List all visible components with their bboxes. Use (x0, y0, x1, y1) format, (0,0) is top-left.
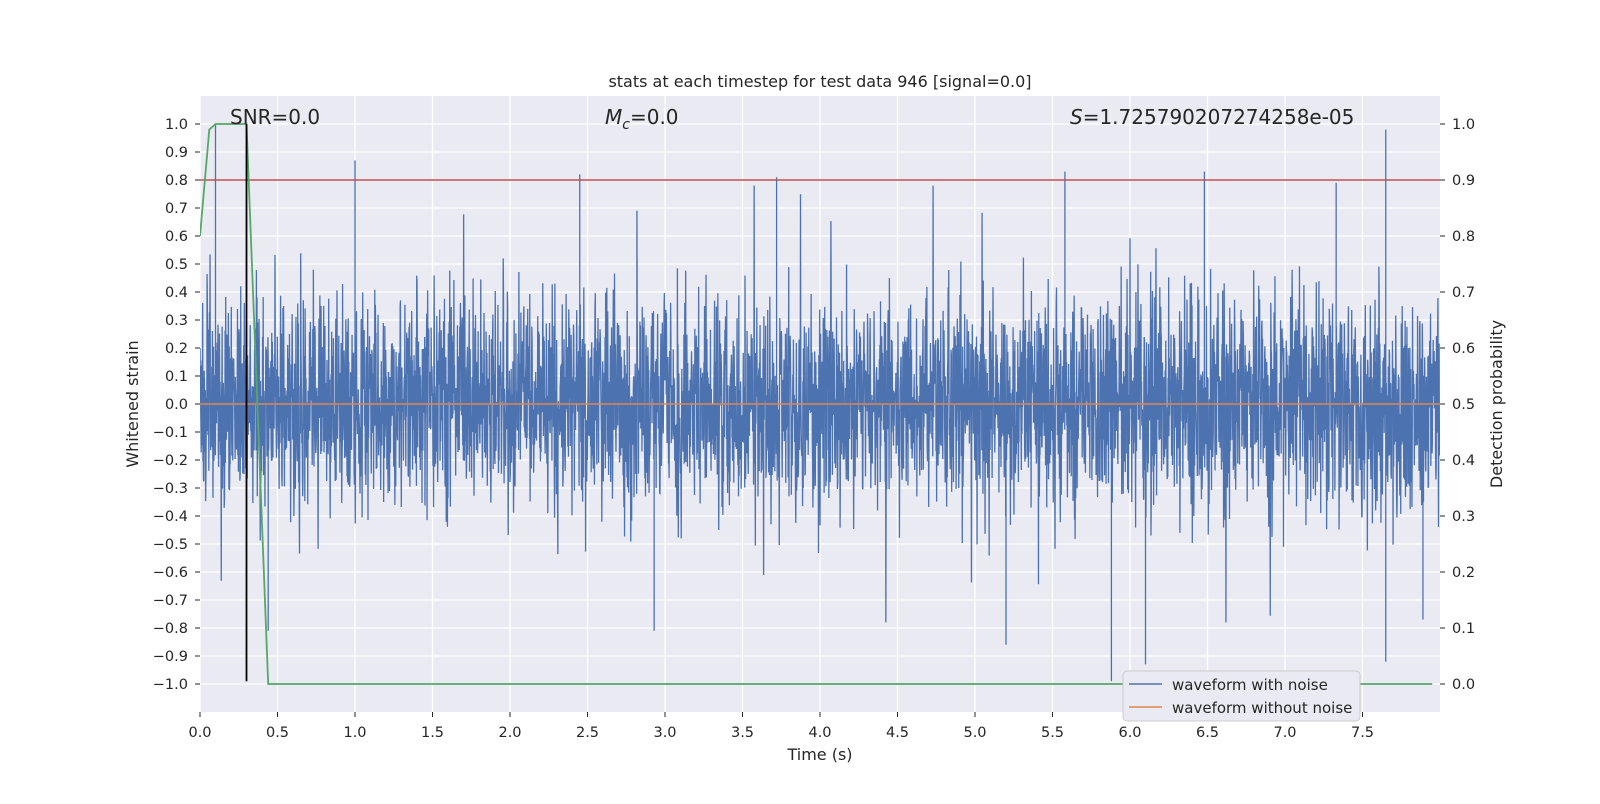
left-y-tick-label: 0.1 (165, 369, 188, 385)
waveform-with-noise-line (200, 124, 1440, 682)
left-y-tick-label: −0.8 (153, 621, 188, 637)
left-y-tick-label: −0.5 (153, 537, 188, 553)
chart-title: stats at each timestep for test data 946… (608, 72, 1031, 91)
legend-box (1122, 670, 1361, 722)
x-tick-label: 6.0 (1118, 725, 1141, 741)
right-y-axis-ticks: 1.0 0.9 0.8 0.7 0.6 0.5 0.4 0.3 0.2 0.1 0.0 (1440, 117, 1475, 693)
detection-probability-line (200, 123, 1433, 685)
left-y-tick-label: −0.6 (153, 565, 188, 581)
chirp-mass-annotation: Mc=0.0 (605, 105, 679, 133)
right-y-tick-label: 1.0 (1452, 117, 1475, 133)
x-tick-label: 0.0 (188, 725, 211, 741)
right-y-tick-label: 0.5 (1452, 397, 1475, 413)
left-y-axis-ticks: 1.0 0.9 0.8 0.7 0.6 0.5 0.4 0.3 0.2 0.1 0.0 −0.1 −0.… (153, 117, 200, 693)
chirp-mass-symbol: M (605, 105, 622, 129)
right-y-tick-label: 0.2 (1452, 565, 1475, 581)
x-tick-label: 4.0 (808, 725, 831, 741)
right-y-tick-label: 0.7 (1452, 285, 1475, 301)
right-y-tick-label: 0.0 (1452, 677, 1475, 693)
x-tick-label: 5.0 (963, 725, 986, 741)
x-tick-label: 3.5 (731, 725, 754, 741)
x-axis-label: Time (s) (786, 745, 852, 764)
right-y-tick-label: 0.4 (1452, 453, 1475, 469)
snr-annotation: SNR=0.0 (230, 105, 320, 129)
s-value: =1.725790207274258e-05 (1083, 105, 1355, 129)
x-tick-label: 7.0 (1273, 725, 1296, 741)
x-tick-label: 4.5 (886, 725, 909, 741)
right-y-axis-label: Detection probability (1487, 320, 1506, 488)
left-y-tick-label: −0.1 (153, 425, 188, 441)
x-tick-label: 3.0 (653, 725, 676, 741)
right-y-tick-label: 0.9 (1452, 173, 1475, 189)
left-y-tick-label: −0.9 (153, 649, 188, 665)
left-y-tick-label: 0.9 (165, 145, 188, 161)
left-y-tick-label: 0.7 (165, 201, 188, 217)
left-y-tick-label: 0.5 (165, 257, 188, 273)
left-y-axis-label: Whitened strain (123, 340, 142, 467)
x-tick-label: 1.5 (421, 725, 444, 741)
x-tick-label: 7.5 (1351, 725, 1374, 741)
left-y-tick-label: 0.4 (165, 285, 188, 301)
left-y-tick-label: 0.3 (165, 313, 188, 329)
x-tick-label: 2.0 (498, 725, 521, 741)
x-tick-label: 0.5 (266, 725, 289, 741)
x-tick-label: 6.5 (1196, 725, 1219, 741)
x-axis-ticks: 0.0 0.5 1.0 1.5 2.0 2.5 3.0 3.5 4.0 4.5 5.0 5.5 6.0 6… (188, 712, 1374, 741)
left-y-tick-label: −0.7 (153, 593, 188, 609)
left-y-tick-label: −0.2 (153, 453, 188, 469)
x-tick-label: 1.0 (343, 725, 366, 741)
left-y-tick-label: 1.0 (165, 117, 188, 133)
left-y-tick-label: 0.0 (165, 397, 188, 413)
legend-label-noise: waveform with noise (1172, 676, 1328, 694)
left-y-tick-label: −0.4 (153, 509, 188, 525)
s-annotation: S=1.725790207274258e-05 (1070, 105, 1354, 129)
left-y-tick-label: 0.6 (165, 229, 188, 245)
left-y-tick-label: 0.2 (165, 341, 188, 357)
right-y-tick-label: 0.8 (1452, 229, 1475, 245)
right-y-tick-label: 0.1 (1452, 621, 1475, 637)
left-y-tick-label: −0.3 (153, 481, 188, 497)
left-y-tick-label: 0.8 (165, 173, 188, 189)
right-y-tick-label: 0.3 (1452, 509, 1475, 525)
x-tick-label: 5.5 (1041, 725, 1064, 741)
legend-label-clean: waveform without noise (1172, 699, 1352, 717)
legend: waveform with noise waveform without noi… (1122, 670, 1361, 722)
chirp-mass-value: =0.0 (630, 105, 679, 129)
chirp-mass-subscript: c (622, 117, 630, 133)
x-tick-label: 2.5 (576, 725, 599, 741)
s-symbol: S (1070, 105, 1083, 129)
right-y-tick-label: 0.6 (1452, 341, 1475, 357)
left-y-tick-label: −1.0 (153, 677, 188, 693)
